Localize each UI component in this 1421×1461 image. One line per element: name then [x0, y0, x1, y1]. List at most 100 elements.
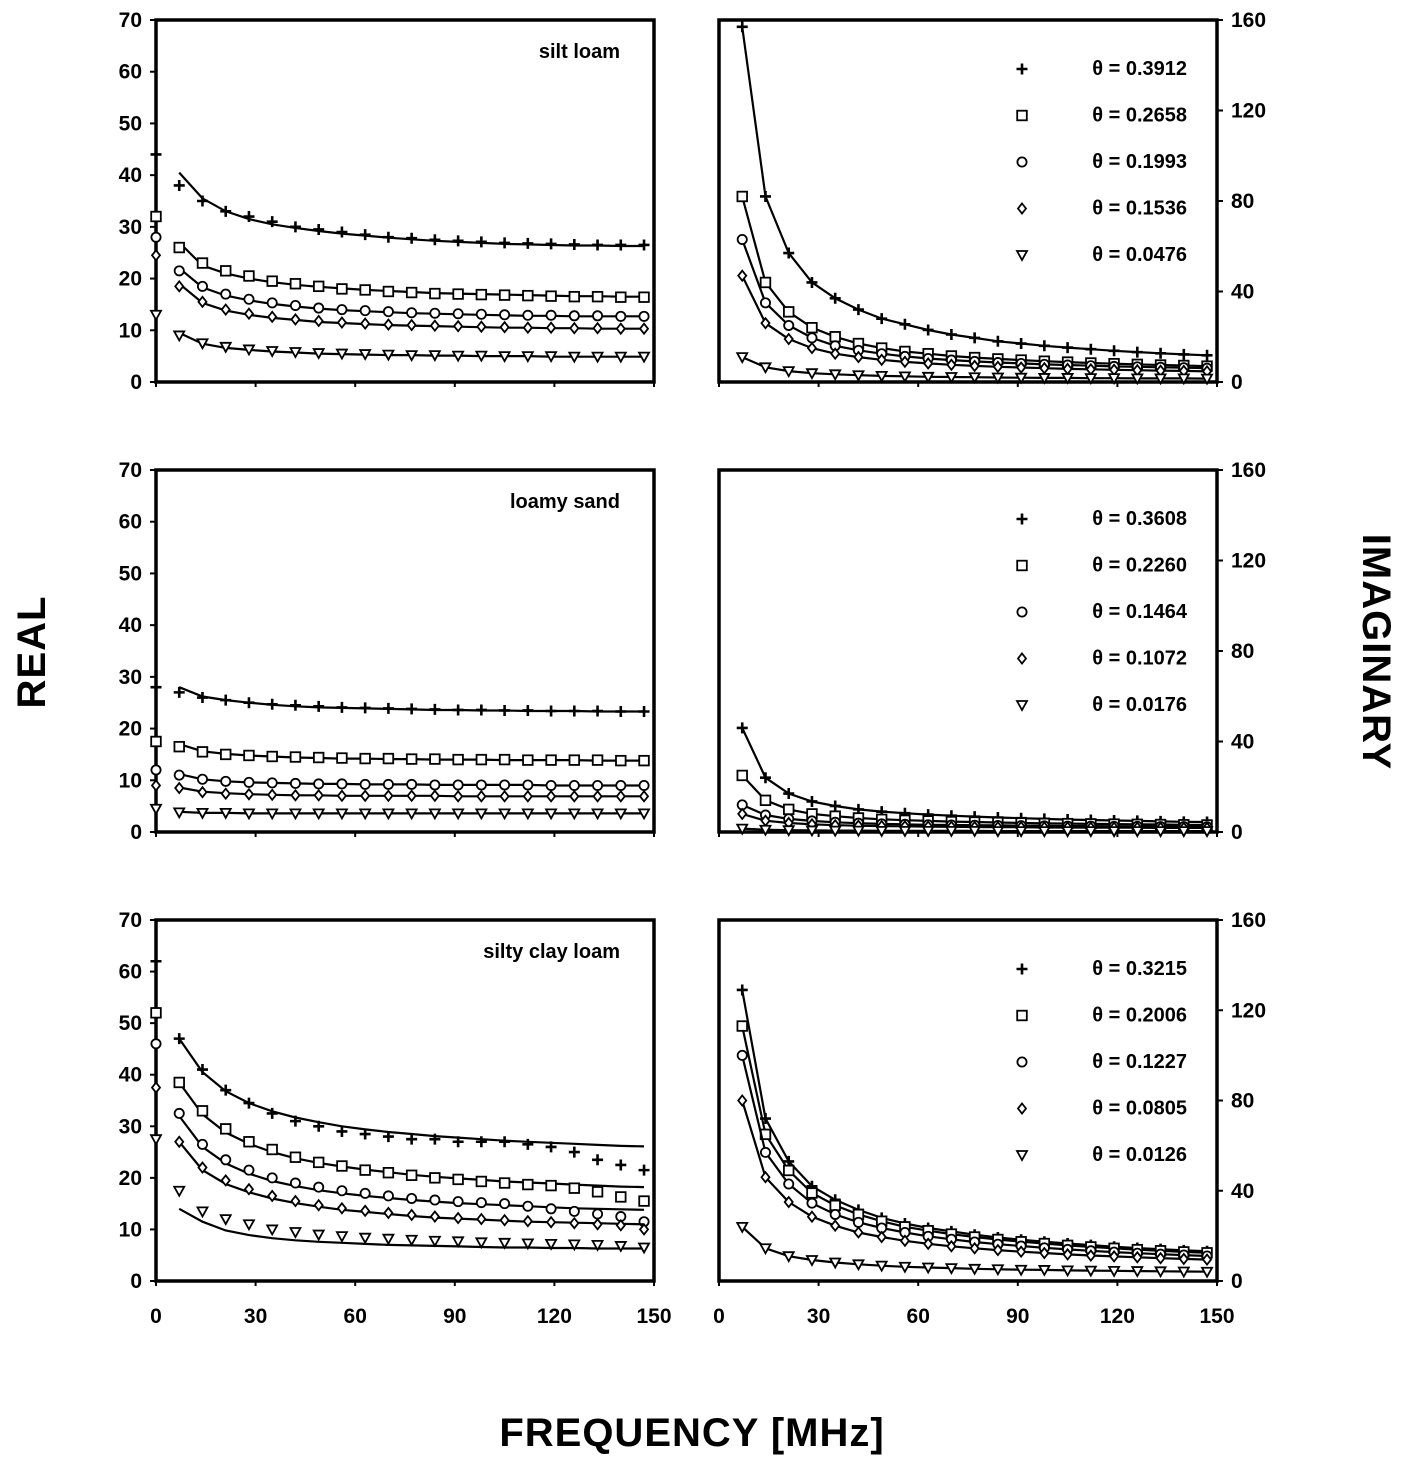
data-point — [406, 789, 417, 803]
data-point — [406, 1192, 418, 1204]
legend-label: θ = 0.1993 — [1092, 151, 1187, 173]
data-point — [173, 740, 185, 753]
legend-label: θ = 0.1536 — [1092, 198, 1187, 220]
x-tick-label: 90 — [1006, 1305, 1029, 1328]
data-point — [498, 753, 511, 766]
data-point — [475, 288, 488, 301]
data-point — [1084, 826, 1098, 838]
data-point — [759, 297, 771, 309]
data-point — [637, 808, 651, 821]
data-point — [383, 789, 394, 803]
data-point — [829, 1208, 841, 1220]
data-point — [806, 341, 818, 355]
data-point — [637, 1242, 651, 1255]
data-point — [195, 1206, 210, 1219]
data-point — [220, 748, 232, 761]
data-point — [452, 1173, 464, 1186]
data-point — [452, 789, 464, 803]
data-point — [1178, 1252, 1189, 1266]
data-point — [172, 330, 186, 343]
data-point — [289, 1115, 301, 1127]
data-point — [197, 785, 208, 799]
data-point — [1154, 1266, 1168, 1279]
data-point — [499, 779, 511, 791]
data-point — [220, 303, 231, 317]
data-point — [499, 237, 511, 249]
data-point — [638, 779, 650, 791]
data-point — [735, 823, 749, 836]
y-tick-label: 120 — [1231, 999, 1266, 1022]
data-point — [335, 348, 349, 361]
data-point — [290, 788, 301, 802]
legend-marker — [1016, 1102, 1028, 1115]
data-point — [521, 351, 535, 363]
data-point — [615, 1191, 627, 1203]
data-point — [382, 702, 394, 714]
data-point — [220, 694, 232, 706]
data-point — [173, 241, 185, 254]
data-point — [173, 179, 185, 191]
y-tick-label: 70 — [119, 909, 142, 932]
data-point — [568, 1146, 580, 1158]
x-axis-label-frequency: FREQUENCY [MHz] — [499, 1411, 884, 1455]
data-point — [991, 826, 1005, 838]
data-point — [452, 1196, 464, 1208]
data-point — [498, 351, 512, 363]
data-point — [336, 283, 348, 295]
data-point — [852, 1216, 864, 1228]
data-point — [406, 318, 417, 332]
data-point — [313, 1198, 324, 1212]
data-point — [736, 233, 748, 245]
data-point — [382, 285, 395, 298]
series-0-2006 — [150, 1007, 650, 1207]
data-point — [313, 1120, 325, 1132]
data-point — [759, 772, 771, 784]
data-point — [1108, 1249, 1120, 1263]
data-point — [429, 1172, 441, 1184]
data-point — [428, 808, 442, 821]
data-point — [783, 1178, 795, 1190]
data-point — [545, 754, 557, 766]
data-point — [522, 704, 534, 716]
data-point — [405, 808, 419, 821]
data-point — [475, 704, 487, 716]
data-point — [266, 297, 278, 309]
y-tick-label: 30 — [119, 1115, 142, 1138]
data-point — [289, 751, 302, 763]
y-tick-label: 40 — [1231, 731, 1254, 754]
data-point — [267, 788, 278, 802]
data-point — [498, 289, 511, 301]
data-point — [173, 1076, 185, 1089]
data-point — [360, 1204, 371, 1218]
data-point — [1130, 826, 1144, 838]
data-point — [359, 752, 371, 765]
data-point — [243, 211, 255, 223]
legend-marker — [1015, 700, 1029, 712]
x-tick-label: 90 — [443, 1305, 466, 1328]
series-0-0176 — [735, 823, 1214, 838]
data-point — [568, 310, 580, 322]
data-point — [313, 223, 325, 235]
data-point — [521, 1238, 535, 1251]
data-point — [783, 788, 795, 800]
data-point — [405, 753, 418, 765]
data-point — [219, 1214, 233, 1226]
data-point — [1130, 373, 1144, 386]
data-point — [243, 787, 255, 801]
data-point — [406, 307, 418, 319]
y-tick-label: 120 — [1231, 550, 1266, 573]
data-point — [829, 800, 841, 812]
data-point — [1037, 826, 1051, 838]
data-point — [1130, 1266, 1144, 1278]
legend-marker — [1016, 156, 1028, 168]
data-point — [359, 1164, 371, 1176]
data-point — [806, 1197, 818, 1209]
data-point — [805, 1255, 819, 1267]
data-point — [614, 808, 628, 821]
plot-frame — [154, 468, 656, 834]
data-point — [150, 210, 162, 223]
panel-loamy-sand-imaginary: 0 40 80 120 160 θ = 0.3608 θ = 0.2260 θ = 0.146… — [717, 459, 1266, 844]
data-point — [968, 825, 982, 838]
data-point — [360, 317, 371, 331]
